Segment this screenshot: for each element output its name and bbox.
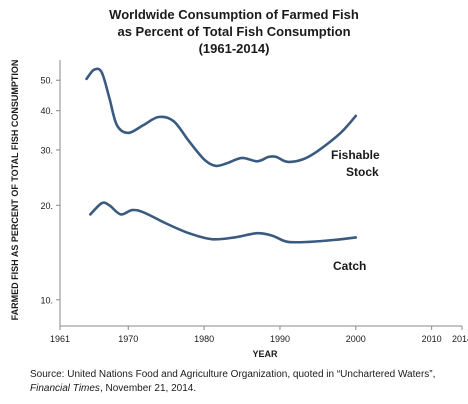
x-tick-label: 1990	[270, 334, 290, 344]
x-tick-label: 2014	[452, 334, 468, 344]
y-tick-label: 10.	[40, 295, 53, 305]
chart-title: Worldwide Consumption of Farmed Fish as …	[0, 6, 468, 57]
x-axis-title: YEAR	[252, 349, 278, 359]
source-note: Source: United Nations Food and Agricult…	[30, 368, 460, 396]
x-tick-label: 2010	[422, 334, 442, 344]
y-tick-label: 20.	[40, 201, 53, 211]
y-tick-label: 50.	[40, 76, 53, 86]
x-tick-label: 1980	[194, 334, 214, 344]
y-axis-title: FARMED FISH AS PERCENT OF TOTAL FISH CON…	[10, 60, 20, 321]
chart-title-line-3: (1961-2014)	[198, 41, 270, 56]
chart-series	[85, 67, 358, 244]
chart-labels: YEAR FARMED FISH AS PERCENT OF TOTAL FISH…	[10, 60, 380, 359]
series-line-catch	[89, 201, 358, 244]
source-prefix: Source: United Nations Food and Agricult…	[30, 369, 436, 380]
source-publication: Financial Times	[30, 383, 100, 394]
x-tick-label: 1961	[50, 334, 70, 344]
chart-title-line-2: as Percent of Total Fish Consumption	[117, 24, 351, 39]
x-tick-label: 2000	[346, 334, 366, 344]
chart-title-line-1: Worldwide Consumption of Farmed Fish	[109, 7, 359, 22]
y-tick-label: 40.	[40, 106, 53, 116]
series-line-fishable-stock	[85, 67, 358, 168]
series-label-fishable-stock: Fishable	[331, 148, 380, 162]
series-label-catch: Catch	[333, 259, 366, 273]
y-tick-label: 30.	[40, 145, 53, 155]
series-label-fishable-stock: Stock	[346, 165, 379, 179]
chart-axes: 10. 20. 30. 40. 50. 1961 1970 1980 1990 2000 2010 2…	[40, 60, 468, 344]
x-tick-label: 1970	[118, 334, 138, 344]
source-date: , November 21, 2014.	[99, 383, 197, 394]
